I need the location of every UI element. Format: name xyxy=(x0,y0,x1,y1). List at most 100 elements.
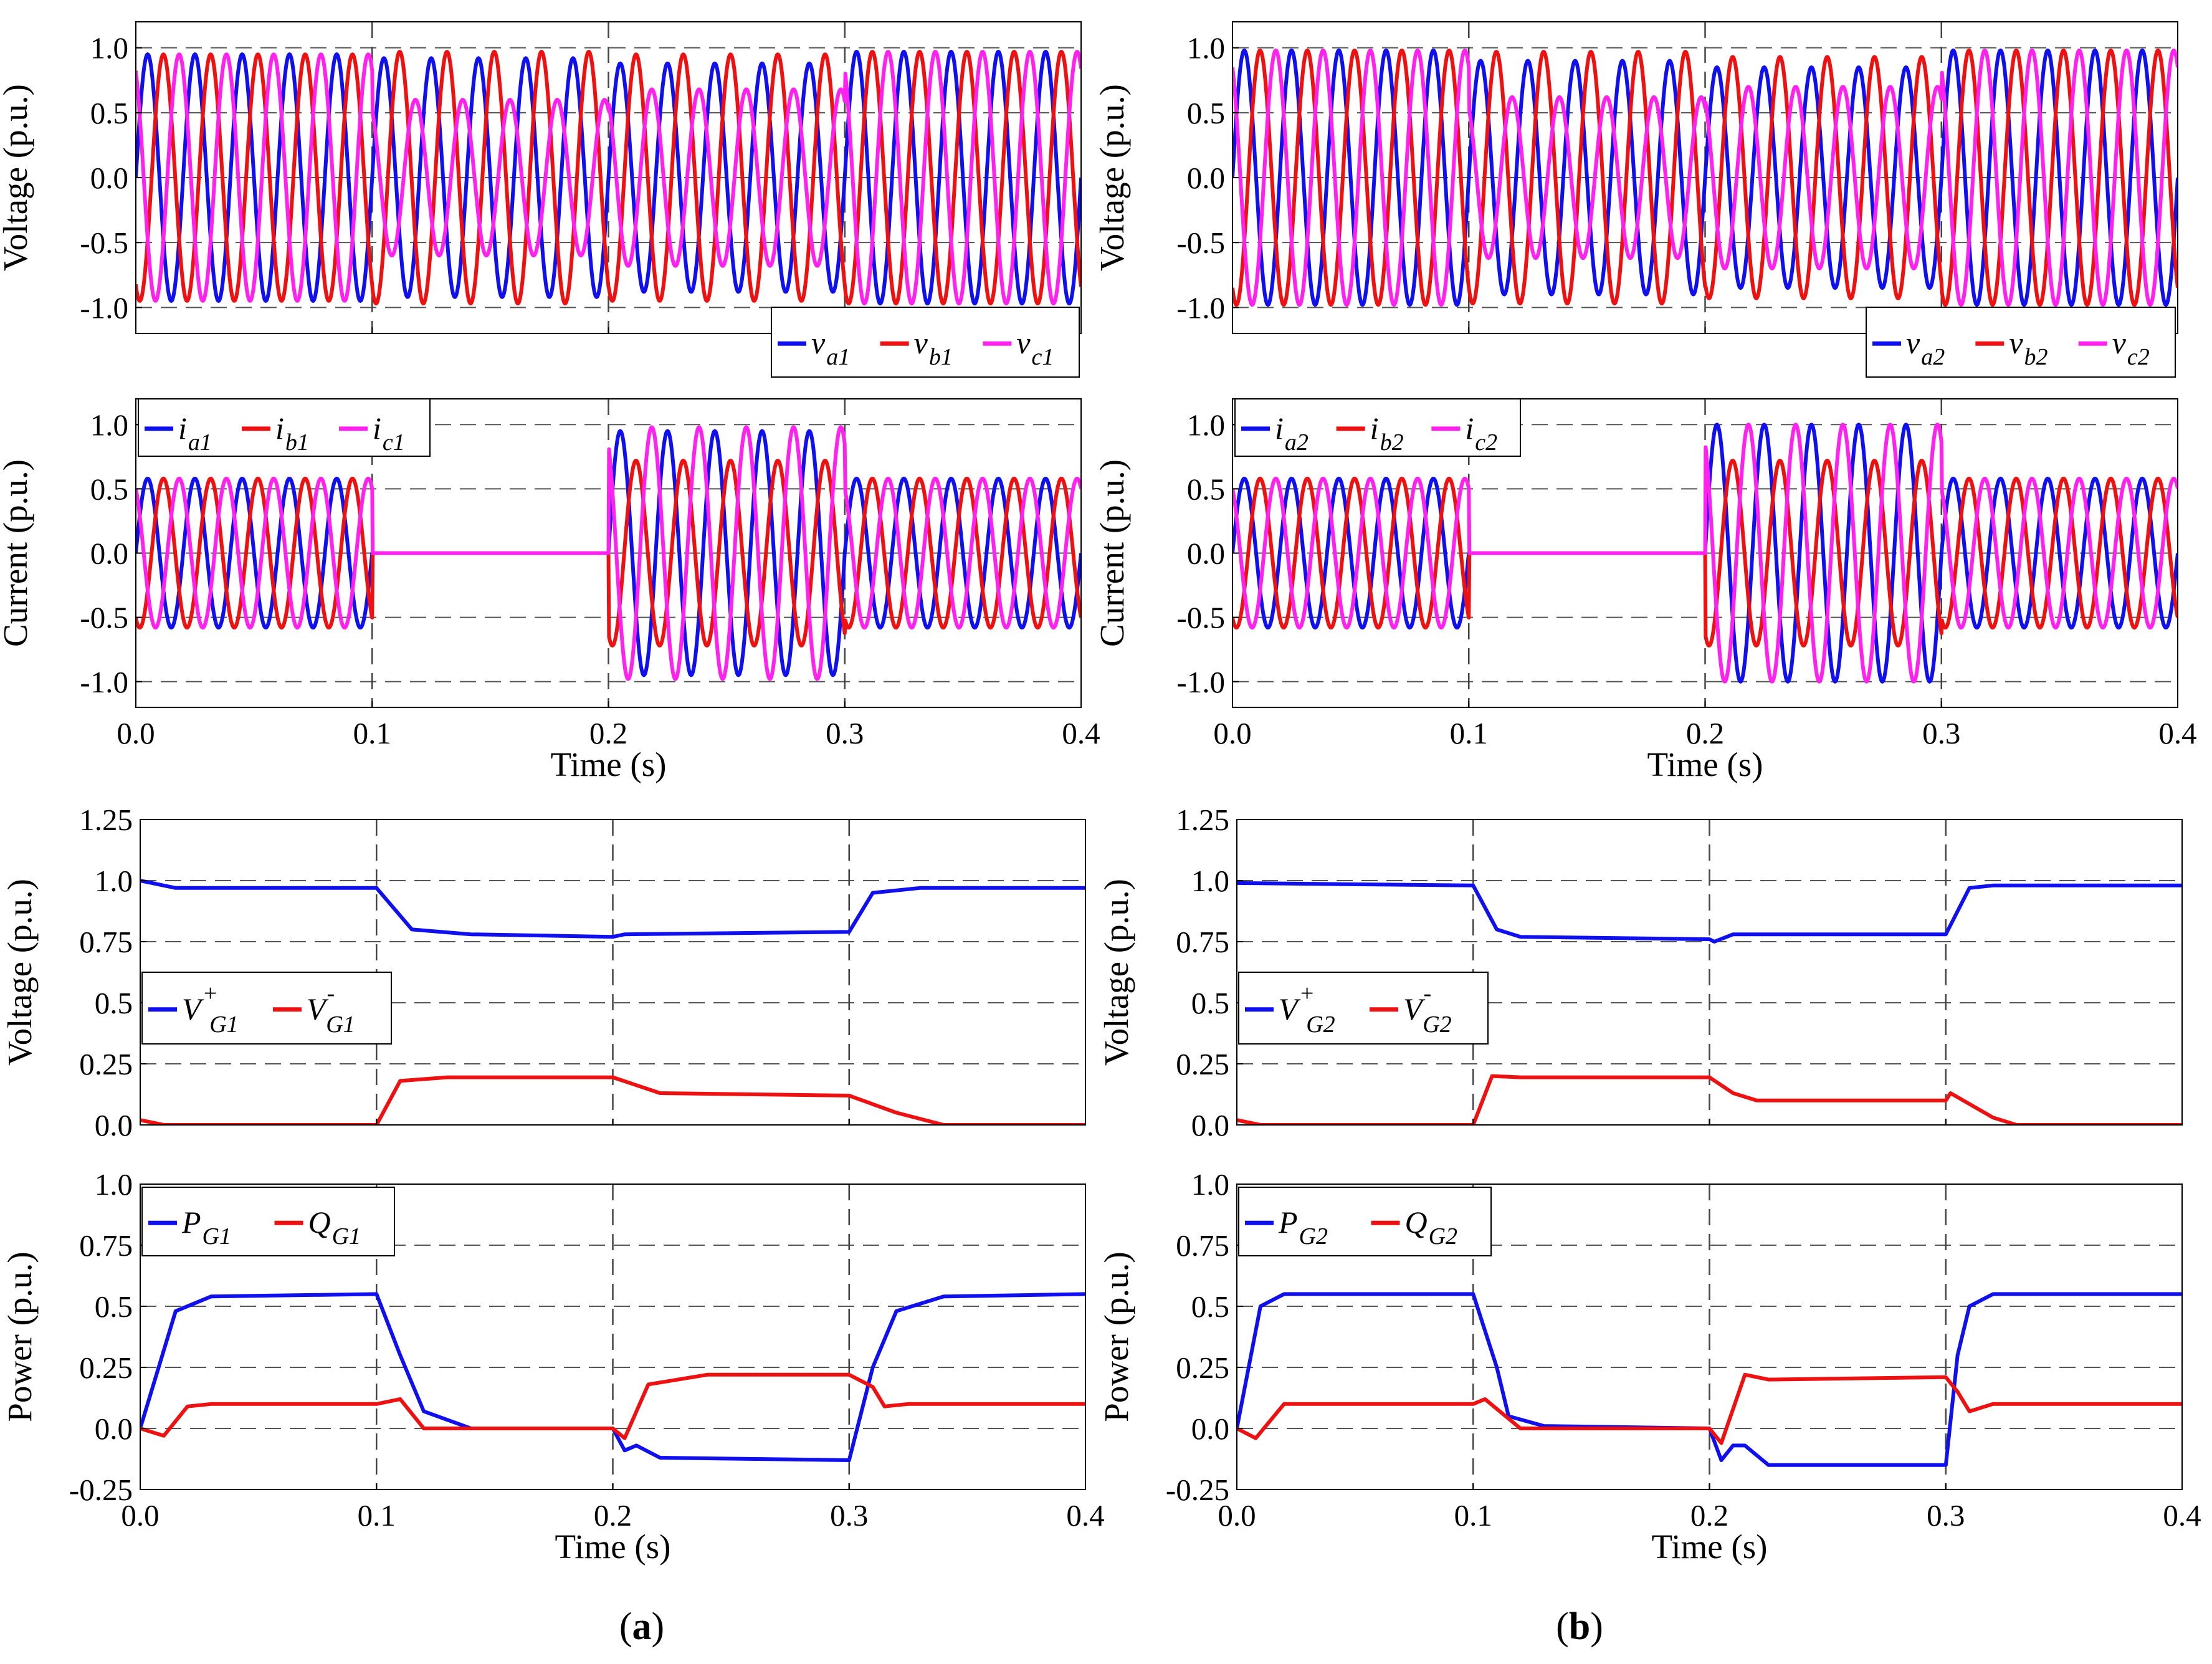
y-axis-label: Power (p.u.) xyxy=(1097,1251,1135,1422)
legend-entry-1: QG2 xyxy=(1405,1205,1458,1250)
ytick-label: 1.0 xyxy=(1187,31,1225,65)
legend-subscript: G2 xyxy=(1429,1223,1457,1250)
panel-b4: -0.250.00.250.50.751.00.0 0.1 0.2 0.3 0.4Pow… xyxy=(1097,1167,2201,1566)
legend-box xyxy=(138,398,431,457)
legend-entry-1: ib1 xyxy=(275,411,309,456)
legend: PG2 QG2 xyxy=(1238,1187,1492,1256)
legend-symbol: Q xyxy=(308,1205,331,1240)
ytick-label: 0.0 xyxy=(95,1108,133,1142)
xtick-label: 0.0 xyxy=(1218,1498,1256,1533)
ytick-label: 0.0 xyxy=(1191,1108,1229,1142)
y-axis-label: Current (p.u.) xyxy=(1093,459,1131,647)
legend-entry-2: ic1 xyxy=(373,411,405,456)
legend: V+ G1 V-G1 xyxy=(141,972,392,1045)
legend-box xyxy=(141,972,392,1045)
x-axis-label: Time (s) xyxy=(1647,745,1763,783)
legend: PG1 QG1 xyxy=(141,1187,395,1256)
legend-superscript: + xyxy=(1299,980,1315,1007)
legend-subscript: a1 xyxy=(188,429,212,456)
xtick-label: 0.3 xyxy=(1922,716,1960,750)
ytick-label: 0.0 xyxy=(1187,161,1225,195)
legend-symbol: i xyxy=(1370,411,1379,446)
legend-symbol: v xyxy=(811,325,826,360)
y-axis-label: Voltage (p.u.) xyxy=(1,879,39,1066)
legend-entry-0: va2 xyxy=(1906,325,1945,370)
ytick-label: 0.75 xyxy=(1176,925,1229,959)
xtick-label: 0.3 xyxy=(830,1498,868,1533)
legend-subscript: G1 xyxy=(209,1011,238,1038)
xtick-label: 0.1 xyxy=(353,716,391,750)
series-line-VG1-pos xyxy=(140,879,1085,939)
legend-symbol: Q xyxy=(1405,1205,1428,1240)
series-group xyxy=(140,879,1085,1125)
legend-symbol: v xyxy=(1906,325,1920,360)
ytick-label: -0.25 xyxy=(69,1473,133,1507)
ytick-label: 0.5 xyxy=(90,96,128,130)
panel-b2: -1.0 -0.5 0.0 0.5 1.0 0.0 0.1 0.2 0.3 0.4 Current … xyxy=(1093,398,2197,783)
ytick-label: -1.0 xyxy=(1176,290,1225,325)
legend-entry-0: V+ G1 xyxy=(182,980,239,1038)
ytick-label: 0.5 xyxy=(1187,472,1225,506)
xtick-label: 0.4 xyxy=(1062,716,1100,750)
legend-box xyxy=(1238,972,1489,1045)
ytick-label: 0.25 xyxy=(1176,1351,1229,1385)
ytick-label: 0.75 xyxy=(79,925,133,959)
xtick-label: 0.4 xyxy=(1066,1498,1104,1533)
series-line-vb1 xyxy=(136,50,1081,305)
legend-symbol: v xyxy=(2009,325,2023,360)
xtick-label: 0.3 xyxy=(826,716,864,750)
legend-entry-1: vb2 xyxy=(2009,325,2048,370)
xtick-label: 0.4 xyxy=(2163,1498,2201,1533)
legend-subscript: c1 xyxy=(1032,344,1054,370)
xtick-label: 0.3 xyxy=(1927,1498,1965,1533)
xtick-label: 0.0 xyxy=(121,1498,159,1533)
series-group xyxy=(136,425,1081,681)
panels-layer: -1.0 -0.5 0.0 0.5 1.0 Voltage (p.u.) v a1 v b1 v c1… xyxy=(0,21,2201,1566)
ytick-label: 0.0 xyxy=(90,161,128,195)
series-line-vc2 xyxy=(1232,48,2178,307)
series-line-ic2 xyxy=(1232,423,2178,684)
xtick-label: 0.1 xyxy=(1454,1498,1492,1533)
ytick-label: -0.5 xyxy=(1176,601,1225,635)
legend: ia2 ib2 ic2 xyxy=(1234,398,1521,457)
ytick-label: 0.0 xyxy=(90,537,128,571)
legend-symbol: V xyxy=(1403,992,1426,1026)
ytick-label: -1.0 xyxy=(80,665,128,699)
xtick-label: 0.2 xyxy=(1686,716,1724,750)
legend-box xyxy=(1866,307,2176,378)
legend-subscript: b1 xyxy=(929,344,953,370)
legend-subscript: b1 xyxy=(285,429,309,456)
series-line-va2 xyxy=(1232,48,2178,307)
legend-symbol: P xyxy=(1278,1205,1298,1240)
caption-b: (b) xyxy=(1556,1605,1603,1648)
series-line-PG1 xyxy=(140,1292,1085,1462)
series-line-QG1 xyxy=(140,1372,1085,1440)
legend-subscript: c2 xyxy=(1475,429,1497,456)
series-line-VG2-pos xyxy=(1237,881,2182,944)
legend-entry-2: ic2 xyxy=(1465,411,1497,456)
legend-subscript: b2 xyxy=(1380,429,1404,456)
legend-box xyxy=(141,1187,395,1256)
ytick-label: -1.0 xyxy=(80,290,128,325)
xtick-label: 0.1 xyxy=(358,1498,396,1533)
ytick-label: 1.0 xyxy=(90,31,128,65)
legend-entry-0: ia1 xyxy=(178,411,212,456)
legend-entry-2: vc2 xyxy=(2112,325,2150,370)
ytick-label: 1.0 xyxy=(1191,864,1229,898)
legend-box xyxy=(1238,1187,1492,1256)
ytick-label: 0.75 xyxy=(1176,1228,1229,1263)
legend-entry-0: PG2 xyxy=(1278,1205,1328,1250)
ytick-label: -0.5 xyxy=(80,601,128,635)
xtick-label: 0.0 xyxy=(1213,716,1251,750)
legend-subscript: G1 xyxy=(326,1011,355,1038)
ytick-label: 0.75 xyxy=(79,1228,133,1263)
ytick-label: 1.0 xyxy=(95,864,133,898)
legend-box xyxy=(771,307,1080,378)
legend-symbol: i xyxy=(373,411,381,446)
ytick-label: -0.5 xyxy=(80,226,128,260)
series-line-vb2 xyxy=(1232,48,2178,307)
series-line-VG2-neg xyxy=(1237,1074,2182,1125)
caption-a-letter: a xyxy=(632,1605,652,1648)
